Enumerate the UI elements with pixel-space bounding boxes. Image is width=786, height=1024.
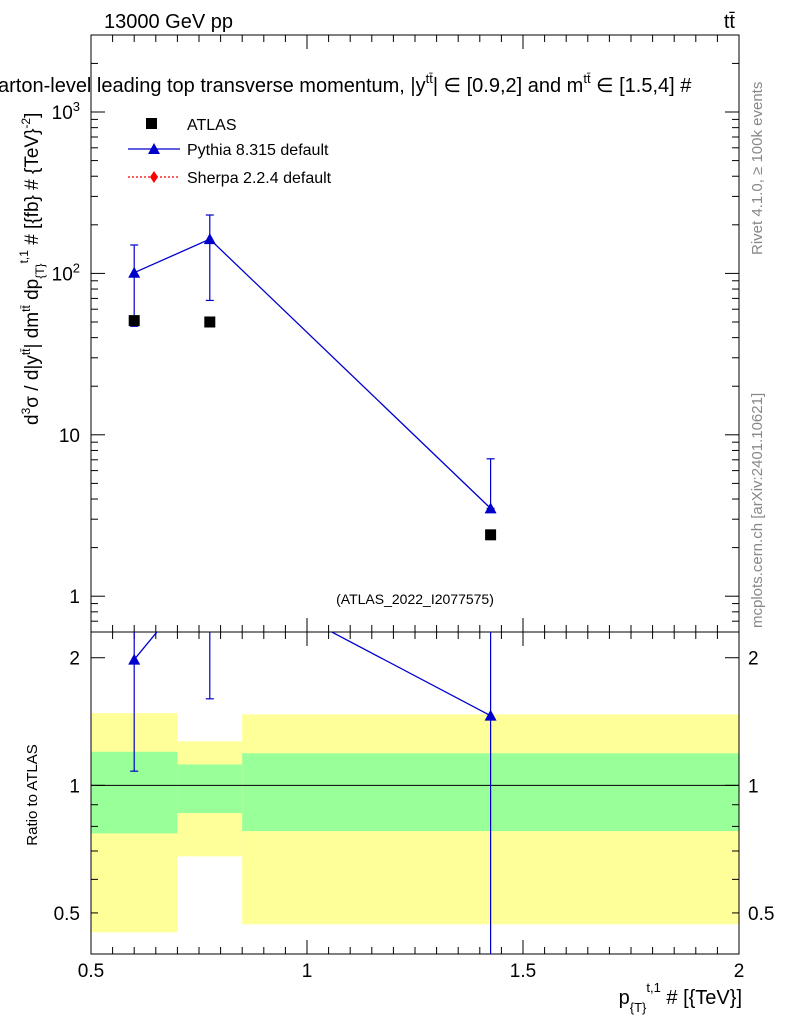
- xlabel-rest: # [{TeV}]: [661, 987, 742, 1009]
- legend-atlas-label: ATLAS: [187, 117, 237, 134]
- y-tick-label-exponent: 3: [73, 99, 80, 114]
- plot-title: arton-level leading top transverse momen…: [0, 71, 692, 97]
- pythia-line: [133, 238, 492, 509]
- xlabel-sub-t: {T}: [630, 1000, 647, 1015]
- pythia-ratio-line: [133, 632, 491, 717]
- legend-atlas-marker: [146, 118, 157, 129]
- legend-pythia-label: Pythia 8.315 default: [187, 142, 329, 159]
- ylabel-sup-t1: t,1: [17, 250, 31, 264]
- xlabel-p: p: [619, 987, 630, 1009]
- y-tick-label-main: 102: [52, 260, 80, 285]
- main-series: [128, 214, 497, 541]
- plot-title-sup1: tt̄: [426, 71, 434, 86]
- axis-ticks: [90, 34, 740, 955]
- legend-sherpa-marker: [150, 171, 158, 183]
- y-tick-label-ratio-right: 2: [748, 649, 759, 670]
- x-tick-label: 0.5: [78, 961, 104, 982]
- ylabel-sup-tt2: tt̄: [19, 305, 33, 312]
- x-tick-label: 1.5: [510, 961, 536, 982]
- y-tick-label-base: 10: [52, 103, 73, 124]
- y-tick-label-main: 10: [59, 426, 80, 447]
- mcplots-label: mcplots.cern.ch [arXiv:2401.10621]: [749, 393, 766, 628]
- atlas-point: [204, 316, 216, 328]
- pythia-point: [203, 233, 216, 245]
- pythia-point: [128, 266, 141, 278]
- x-tick-label: 1: [302, 961, 313, 982]
- y-tick-label-exponent: 2: [73, 260, 80, 275]
- y-tick-label-main: 1: [69, 587, 80, 608]
- xlabel-sup-t1: t,1: [646, 980, 660, 995]
- ylabel-sub-t: {T}: [33, 263, 47, 278]
- y-tick-label-ratio-right: 0.5: [748, 904, 774, 925]
- y-tick-label-ratio: 0.5: [54, 904, 80, 925]
- ylabel-part-a: σ / d|y: [22, 355, 43, 408]
- plot-title-part1: arton-level leading top transverse momen…: [0, 75, 426, 97]
- x-tick-label: 2: [734, 961, 745, 982]
- y-tick-label-main: 103: [52, 99, 80, 124]
- ratio-bands: [91, 713, 739, 933]
- pythia-point: [484, 502, 497, 514]
- legend-sherpa-label: Sherpa 2.2.4 default: [187, 170, 332, 187]
- ratio-series: [128, 632, 497, 954]
- ylabel-part-b: | dm: [22, 312, 43, 349]
- y-tick-label-base: 10: [52, 264, 73, 285]
- y-axis-label-main: d3σ / d|ytt̄| dmtt̄ dp{T}t,1 # [{fb} # {…: [17, 113, 47, 425]
- plot-title-part3: ∈ [1.5,4] #: [591, 75, 693, 97]
- legend-pythia-marker: [148, 143, 160, 154]
- y-tick-label-ratio: 2: [69, 649, 80, 670]
- atlas-point: [128, 315, 140, 327]
- ylabel-sup-tt1: tt̄: [19, 348, 33, 355]
- ylabel-part-e: ]: [22, 113, 43, 118]
- y-axis-label-ratio: Ratio to ATLAS: [24, 744, 41, 845]
- ylabel-sup3: 3: [19, 407, 33, 414]
- process-label: tt̄: [724, 11, 736, 33]
- legend: ATLAS Pythia 8.315 default Sherpa 2.2.4 …: [128, 117, 332, 187]
- ylabel-d3: d: [22, 414, 43, 425]
- plot-title-part2: | ∈ [0.9,2] and m: [433, 75, 583, 97]
- ylabel-part-c: dp: [22, 279, 43, 305]
- atlas-point: [485, 529, 497, 541]
- y-tick-label-ratio: 1: [69, 776, 80, 797]
- ratio-band-inner: [177, 764, 243, 814]
- rivet-version-label: Rivet 4.1.0, ≥ 100k events: [749, 82, 766, 255]
- ylabel-sup-m2: -2: [19, 118, 33, 129]
- plot-title-sup2: tt̄: [583, 71, 591, 86]
- pythia-ratio-point: [128, 653, 141, 665]
- energy-label: 13000 GeV pp: [104, 11, 233, 33]
- analysis-watermark: (ATLAS_2022_I2077575): [336, 591, 494, 607]
- pythia-ratio-point: [484, 709, 497, 721]
- ylabel-part-d: # [{fb} # {TeV}: [22, 129, 43, 251]
- ratio-series-clipped: [128, 632, 497, 954]
- y-tick-label-ratio-right: 1: [748, 776, 759, 797]
- x-axis-label: p{T} t,1 # [{TeV}]: [619, 980, 742, 1015]
